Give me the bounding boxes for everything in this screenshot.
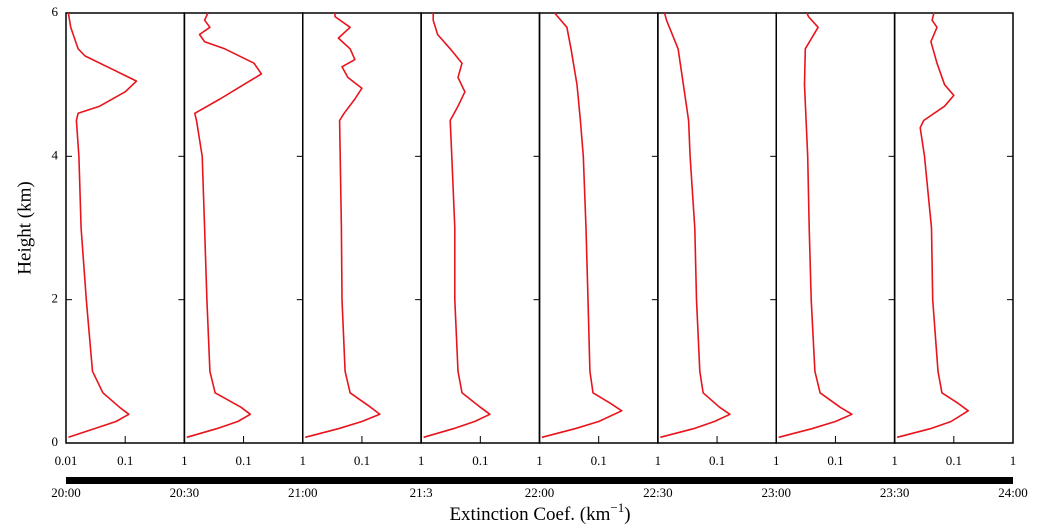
y-tick-label: 2 <box>52 291 59 306</box>
x-tick-label: 0.1 <box>235 453 251 468</box>
panel-frame <box>183 12 304 444</box>
panel-frame <box>893 12 1014 444</box>
x-tick-label: 1 <box>300 453 307 468</box>
y-axis-label: Height (km) <box>14 181 35 274</box>
x-tick-label: 0.1 <box>591 453 607 468</box>
profile-line <box>67 12 138 439</box>
profile-line <box>660 12 731 439</box>
x-axis-label-suffix: ) <box>624 504 630 525</box>
profile-line <box>541 12 623 439</box>
x-axis-label: Extinction Coef. (km−1) <box>449 500 630 525</box>
profile-line <box>896 12 970 439</box>
time-bar <box>66 477 1013 484</box>
y-tick-label: 4 <box>52 147 59 162</box>
x-tick-label: 0.1 <box>354 453 370 468</box>
time-label: 22:30 <box>643 485 673 500</box>
panel-frame <box>775 12 896 444</box>
time-label: 22:00 <box>525 485 555 500</box>
time-label: 24:00 <box>998 485 1028 500</box>
time-label: 20:00 <box>51 485 81 500</box>
time-label: 20:30 <box>170 485 200 500</box>
x-tick-label: 0.1 <box>827 453 843 468</box>
x-axis-label-text: Extinction Coef. (km <box>449 504 610 525</box>
x-tick-label: 0.1 <box>472 453 488 468</box>
profile-line <box>778 12 853 439</box>
profile-line <box>423 13 491 439</box>
x-tick-label: 0.1 <box>709 453 725 468</box>
time-label: 21:00 <box>288 485 318 500</box>
x-tick-label: 1 <box>181 453 188 468</box>
x-tick-label: 1 <box>418 453 425 468</box>
x-tick-label: 1 <box>536 453 543 468</box>
profile-line <box>304 13 381 439</box>
x-tick-label: 1 <box>1010 453 1017 468</box>
panel-frame <box>65 12 186 444</box>
panel-frame <box>420 12 541 444</box>
panel-frame <box>302 12 422 444</box>
x-tick-label: 0.1 <box>117 453 133 468</box>
x-tick-label: 1 <box>891 453 898 468</box>
time-label: 21:3 <box>410 485 433 500</box>
y-tick-label: 0 <box>52 434 59 449</box>
panel-frame <box>657 12 777 444</box>
time-label: 23:00 <box>761 485 791 500</box>
x-axis-label-sup: −1 <box>610 500 624 515</box>
time-label: 23:30 <box>880 485 910 500</box>
x-tick-label: 1 <box>655 453 662 468</box>
profile-line <box>186 12 263 439</box>
x-tick-label: 0.01 <box>55 453 78 468</box>
panel-frame <box>538 12 659 444</box>
x-tick-label: 1 <box>773 453 780 468</box>
y-tick-label: 6 <box>52 4 59 19</box>
x-tick-label: 0.1 <box>946 453 962 468</box>
